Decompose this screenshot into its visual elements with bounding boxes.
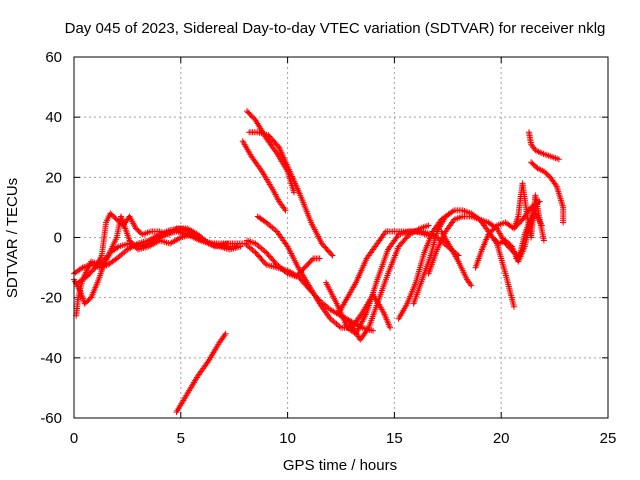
series-track-p	[425, 213, 518, 310]
data-point	[316, 255, 323, 262]
data-point	[282, 207, 289, 214]
series-track-v	[511, 180, 547, 244]
data-point	[387, 324, 394, 331]
data-point	[425, 222, 432, 229]
series-track-j	[239, 138, 289, 214]
series-track-h	[244, 108, 298, 196]
series-track-i	[246, 129, 336, 259]
series-track-o	[410, 207, 518, 307]
data-point	[222, 330, 229, 337]
y-tick-label: -60	[40, 410, 62, 427]
x-tick-label: 0	[70, 430, 78, 447]
x-tick-label: 20	[493, 430, 510, 447]
data-point	[555, 156, 562, 163]
y-tick-label: 0	[54, 230, 62, 247]
data-point	[78, 265, 85, 272]
series-track-w	[513, 198, 541, 262]
data-point	[114, 244, 121, 251]
data-point	[328, 251, 335, 258]
series-track-q	[438, 228, 475, 289]
series-track-u	[528, 159, 567, 226]
plot-frame	[73, 56, 609, 419]
tick-labels: 0 5 10 15 20 25 -60 -40 -20 0 20 40 60	[40, 49, 616, 447]
series-track-m	[346, 222, 432, 343]
data-point	[274, 142, 281, 149]
data-marks	[71, 108, 567, 415]
data-point	[449, 208, 456, 215]
data-point	[103, 253, 110, 260]
data-point	[172, 226, 179, 233]
data-point	[329, 252, 336, 259]
data-point	[237, 243, 244, 250]
x-tick-label: 15	[386, 430, 403, 447]
series-track-t	[525, 129, 562, 163]
y-tick-label: 60	[45, 49, 62, 66]
data-point	[309, 256, 316, 263]
chart-title: Day 045 of 2023, Sidereal Day-to-day VTE…	[65, 20, 606, 37]
data-point	[370, 327, 377, 334]
series-track-x	[173, 330, 229, 415]
data-point	[560, 219, 567, 226]
data-point	[224, 240, 231, 247]
series-track-l	[323, 228, 436, 337]
data-point	[534, 198, 541, 205]
y-tick-label: -40	[40, 350, 62, 367]
data-point	[272, 260, 279, 267]
y-tick-label: 40	[45, 109, 62, 126]
data-point	[511, 303, 518, 310]
data-point	[540, 237, 547, 244]
grid	[74, 57, 608, 418]
x-tick-label: 5	[177, 430, 185, 447]
y-tick-label: -20	[40, 290, 62, 307]
x-tick-label: 10	[279, 430, 296, 447]
x-tick-label: 25	[600, 430, 617, 447]
y-tick-label: 20	[45, 169, 62, 186]
data-point	[91, 265, 98, 272]
x-axis-label: GPS time / hours	[283, 457, 397, 474]
series-track-g	[254, 213, 394, 331]
data-point	[468, 282, 475, 289]
y-axis-label: SDTVAR / TECUs	[4, 178, 21, 298]
series-track-d	[73, 213, 231, 319]
